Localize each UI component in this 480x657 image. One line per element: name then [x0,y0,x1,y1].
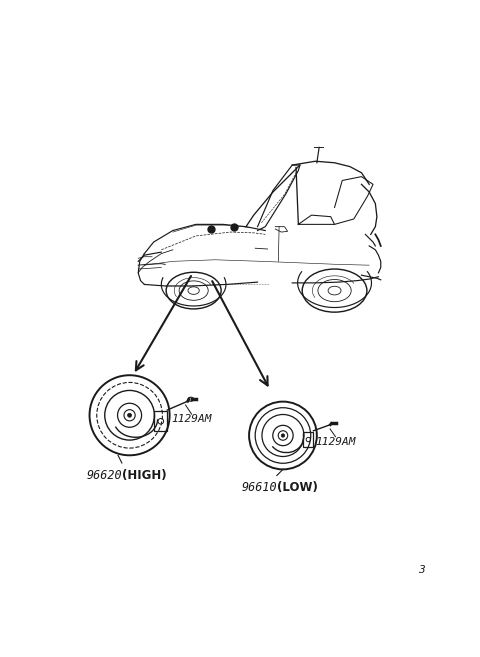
Text: (HIGH): (HIGH) [122,469,167,482]
Text: 96610: 96610 [241,481,277,494]
Text: 96620: 96620 [86,469,122,482]
Circle shape [281,434,285,437]
Circle shape [128,413,132,417]
Bar [303,432,313,447]
Text: 1129AM: 1129AM [171,414,212,424]
Text: 1129AM: 1129AM [315,437,356,447]
Text: (LOW): (LOW) [277,481,318,494]
Text: 3: 3 [418,566,425,576]
Bar [155,411,167,431]
